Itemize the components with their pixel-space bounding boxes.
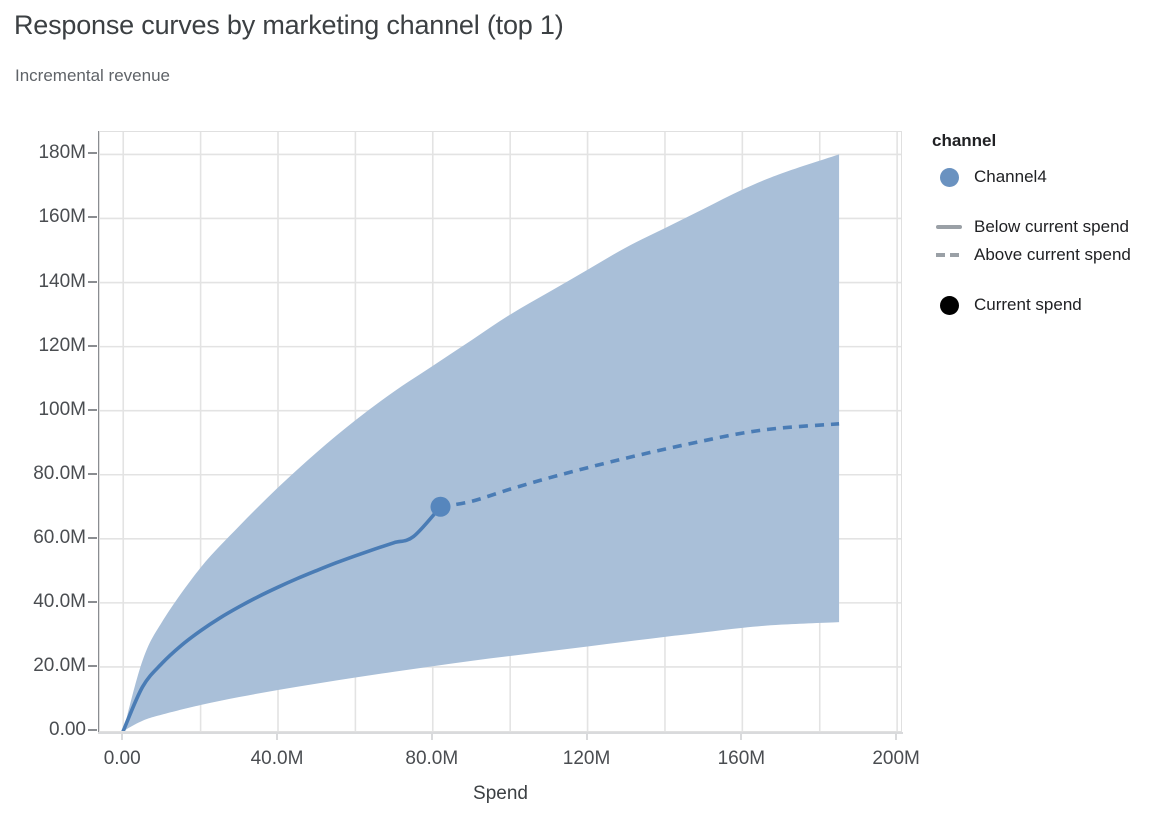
y-axis-tick-label: 80.0M [33, 462, 86, 484]
y-axis-tick-mark [88, 344, 97, 347]
y-axis-tick-label: 0.00 [49, 719, 86, 740]
y-axis-tick-mark [88, 536, 97, 539]
y-axis-tick-mark [88, 280, 97, 283]
y-axis-tick-mark [88, 152, 97, 155]
y-axis-tick-label: 120M [38, 334, 86, 356]
y-axis-tick-label: 100M [38, 398, 86, 420]
legend-spacer [932, 269, 1164, 291]
x-axis-tick-mark [276, 732, 278, 740]
y-axis-tick-label: 40.0M [33, 590, 86, 612]
legend-item-label: Above current spend [974, 245, 1131, 264]
dashed-line-icon [932, 253, 966, 257]
legend-item-label: Channel4 [974, 167, 1047, 186]
x-axis-tick-mark [895, 732, 898, 740]
legend-title: channel [932, 131, 997, 150]
legend-item-label: Current spend [974, 295, 1082, 314]
legend-item-above-current-spend[interactable]: Above current spend [932, 241, 1164, 269]
y-axis-tick-mark [88, 729, 97, 731]
legend-item-below-current-spend[interactable]: Below current spend [932, 213, 1164, 241]
filled-circle-icon [932, 295, 966, 315]
response-curve-below-current-spend [121, 504, 443, 731]
current-spend-marker[interactable] [430, 496, 451, 517]
x-axis-tick-label: 160M [717, 748, 766, 769]
solid-line-icon [932, 225, 966, 229]
page-title: Response curves by marketing channel (to… [14, 10, 564, 40]
y-axis-tick-label: 20.0M [33, 654, 86, 676]
y-axis-tick-mark [88, 216, 97, 219]
legend: channel Channel4 Below current spend Abo… [932, 131, 1164, 319]
y-axis-tick-mark [88, 600, 97, 603]
y-axis-tick-label: 60.0M [33, 526, 86, 548]
x-axis-tick-mark [585, 732, 588, 740]
response-curve-svg [100, 132, 901, 731]
y-axis: 0.00 20.0M 40.0M 60.0M 80.0M 100M 120M 140M 160M… [0, 0, 97, 814]
response-curve-above-current-spend [440, 422, 840, 509]
plot-area[interactable] [99, 131, 902, 732]
y-axis-tick-mark [88, 408, 97, 411]
y-axis-tick-label: 160M [38, 206, 86, 228]
x-axis-spine [98, 732, 903, 734]
legend-item-channel4[interactable]: Channel4 [932, 163, 1164, 191]
confidence-band [123, 154, 840, 731]
x-axis-tick-mark [121, 732, 124, 740]
y-axis-tick-label: 140M [38, 270, 86, 292]
y-axis-tick-label: 180M [38, 142, 86, 164]
x-axis-tick-mark [430, 732, 433, 740]
y-axis-tick-mark [88, 664, 97, 667]
x-axis-tick-mark [740, 732, 743, 740]
x-axis-tick-label: 40.0M [250, 748, 304, 769]
filled-circle-icon [932, 167, 966, 187]
x-axis-tick-label: 0.00 [103, 748, 141, 769]
x-axis-tick-label: 120M [562, 748, 611, 769]
x-axis-tick-label: 200M [872, 748, 920, 769]
y-axis-tick-mark [88, 472, 97, 475]
x-axis-label: Spend [473, 783, 528, 804]
legend-item-label: Below current spend [974, 217, 1129, 236]
legend-item-current-spend[interactable]: Current spend [932, 291, 1164, 319]
x-axis-tick-label: 80.0M [405, 748, 459, 769]
legend-spacer [932, 191, 1164, 213]
chart-subtitle: Incremental revenue [15, 66, 170, 85]
